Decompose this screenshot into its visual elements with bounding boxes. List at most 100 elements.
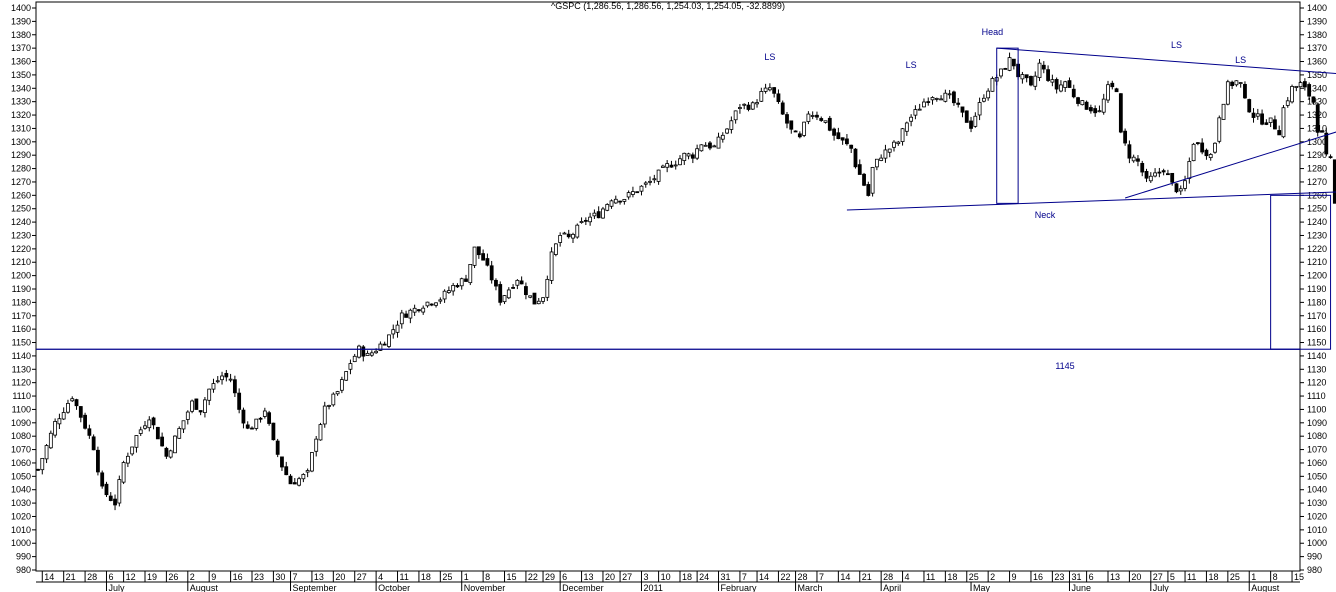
- upper-trendline: [996, 47, 1336, 75]
- candle-body: [1003, 68, 1008, 70]
- x-month-label: November: [464, 583, 506, 592]
- x-day-label: 14: [759, 572, 769, 582]
- candle-body: [138, 429, 143, 434]
- y-tick-label-left: 1230: [11, 230, 31, 240]
- candle-body: [481, 253, 486, 261]
- candle-body: [648, 180, 652, 183]
- x-day-label: 25: [1230, 572, 1240, 582]
- y-tick-label-left: 1090: [11, 418, 31, 428]
- candle-body: [857, 164, 862, 175]
- y-tick-label-right: 1390: [1307, 16, 1327, 26]
- candle-body: [1221, 103, 1226, 120]
- y-tick-label-left: 1040: [11, 485, 31, 495]
- y-tick-label-left: 1350: [11, 70, 31, 80]
- candle-body: [421, 307, 426, 313]
- candle-body: [1161, 170, 1166, 173]
- candle-body: [399, 312, 404, 325]
- candle-body: [1071, 88, 1076, 98]
- candle-body: [78, 406, 83, 418]
- y-tick-label-left: 1210: [11, 257, 31, 267]
- y-tick-label-right: 1300: [1307, 137, 1327, 147]
- y-tick-label-left: 1150: [12, 338, 31, 348]
- candle-body: [1136, 158, 1140, 162]
- candlesticks: [36, 52, 1336, 511]
- candle-body: [160, 436, 165, 447]
- x-day-label: 18: [947, 572, 957, 582]
- x-day-label: 18: [682, 572, 692, 582]
- candle-body: [678, 158, 682, 166]
- candle-body: [746, 104, 751, 110]
- candle-body: [322, 405, 327, 425]
- x-day-label: 31: [721, 572, 731, 582]
- target-projection-box: [1270, 194, 1332, 350]
- y-tick-label-right: 1280: [1307, 164, 1327, 174]
- candle-body: [981, 97, 986, 102]
- candle-body: [626, 192, 631, 198]
- candle-body: [87, 428, 92, 436]
- y-tick-label-right: 1250: [1307, 204, 1327, 214]
- candle-body: [673, 164, 678, 167]
- candle-body: [810, 115, 815, 117]
- candle-body: [733, 110, 738, 121]
- candle-body: [1050, 79, 1055, 83]
- candle-body: [558, 235, 563, 243]
- candle-body: [1011, 58, 1016, 67]
- y-tick-label-left: 1380: [11, 30, 31, 40]
- y-tick-label-left: 1110: [12, 391, 31, 401]
- shoulder-label: LS: [906, 60, 917, 70]
- x-day-label: 3: [643, 572, 648, 582]
- candle-body: [1255, 113, 1260, 117]
- x-month-label: December: [562, 583, 604, 592]
- y-tick-label-right: 1350: [1307, 70, 1327, 80]
- candle-body: [288, 475, 293, 485]
- candle-body: [1106, 84, 1110, 101]
- x-month-label: September: [293, 583, 337, 592]
- candle-body: [211, 383, 216, 390]
- candle-body: [1230, 81, 1235, 87]
- y-tick-label-left: 1260: [11, 190, 31, 200]
- x-day-label: 19: [147, 572, 157, 582]
- x-day-label: 9: [1012, 572, 1017, 582]
- x-day-label: 27: [357, 572, 367, 582]
- candle-body: [596, 211, 601, 219]
- y-tick-label-right: 1360: [1307, 57, 1327, 67]
- candle-body: [472, 246, 477, 266]
- candle-body: [806, 113, 811, 122]
- candle-body: [1166, 173, 1170, 176]
- x-month-label: February: [721, 583, 758, 592]
- candle-body: [177, 428, 182, 439]
- candle-body: [1029, 75, 1033, 86]
- x-month-label: June: [1071, 583, 1091, 592]
- head-label: Head: [982, 27, 1004, 37]
- candle-body: [425, 301, 430, 307]
- candle-body: [1114, 88, 1119, 93]
- candle-body: [404, 313, 408, 318]
- y-tick-label-left: 1340: [11, 83, 31, 93]
- y-tick-label-left: 1100: [12, 404, 31, 414]
- candle-body: [601, 208, 605, 219]
- candle-body: [913, 109, 918, 116]
- candle-body: [695, 148, 700, 159]
- candle-body: [438, 299, 443, 302]
- y-tick-label-left: 1310: [11, 123, 31, 133]
- y-tick-label-left: 1060: [11, 458, 31, 468]
- candle-body: [232, 379, 237, 394]
- candle-body: [241, 409, 246, 424]
- candle-body: [956, 102, 961, 105]
- candle-body: [1264, 122, 1269, 125]
- x-day-label: 23: [254, 572, 264, 582]
- candle-body: [301, 474, 306, 480]
- candle-body: [1332, 159, 1336, 204]
- y-tick-label-right: 1090: [1307, 418, 1327, 428]
- candle-body: [896, 141, 901, 145]
- candle-body: [1277, 130, 1282, 136]
- candle-body: [1170, 172, 1175, 183]
- candle-body: [964, 110, 969, 123]
- candle-body: [823, 120, 828, 123]
- candle-body: [476, 246, 481, 256]
- x-day-label: 11: [400, 572, 409, 582]
- candle-body: [887, 148, 892, 153]
- x-month-label: May: [973, 583, 991, 592]
- y-tick-label-right: 1070: [1307, 445, 1327, 455]
- candle-body: [1294, 85, 1299, 88]
